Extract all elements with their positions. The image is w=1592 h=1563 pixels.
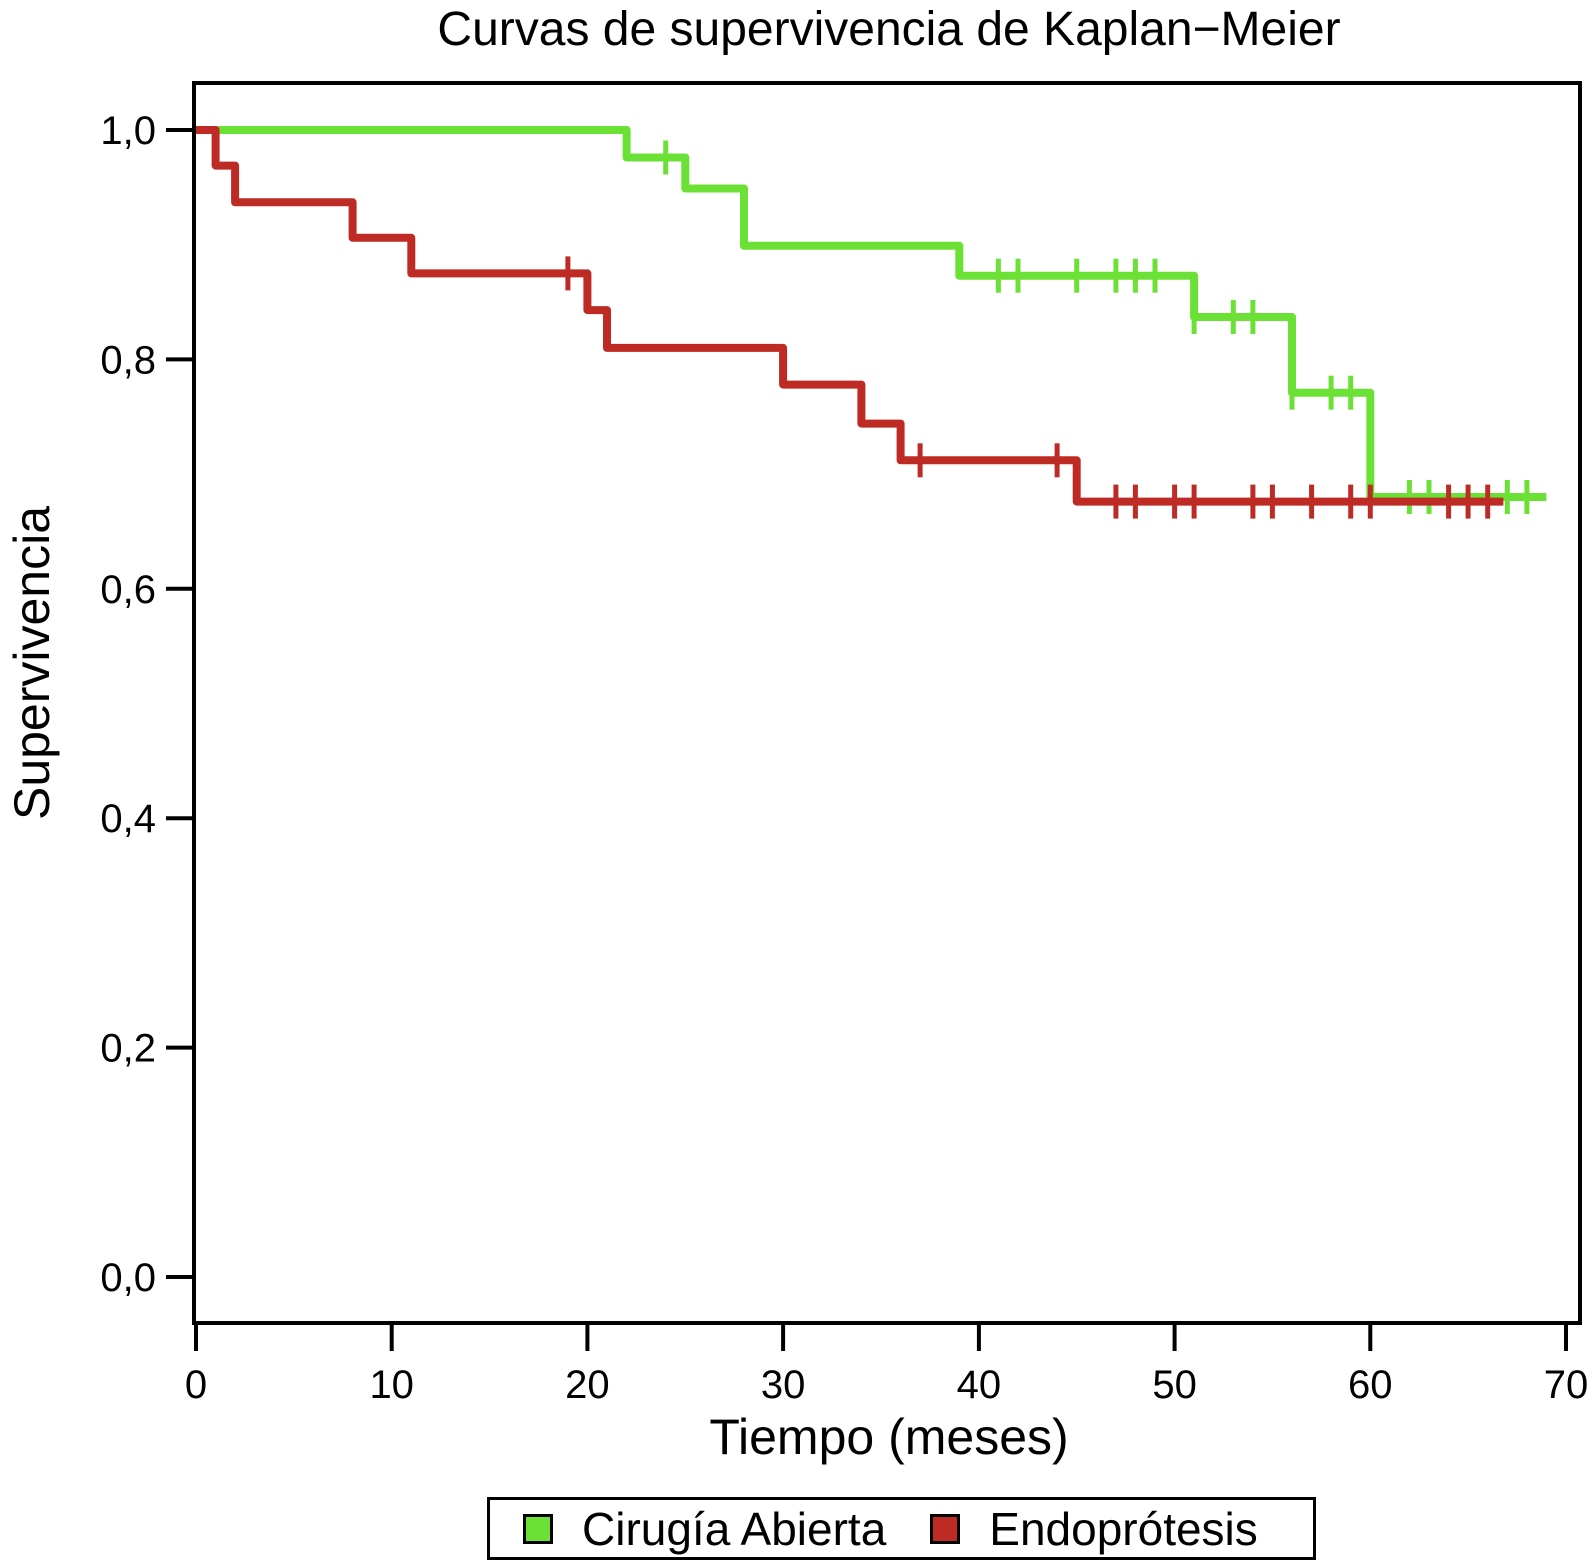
- x-tick-label: 10: [369, 1363, 414, 1407]
- x-tick-label: 30: [761, 1363, 806, 1407]
- x-axis-title: Tiempo (meses): [709, 1409, 1069, 1465]
- x-tick-label: 70: [1544, 1363, 1589, 1407]
- y-tick-label: 0,8: [100, 338, 156, 382]
- plot-frame: [192, 81, 1582, 1325]
- legend-item-endoprotesis: Endoprótesis: [930, 1502, 1258, 1556]
- legend-swatch-green: [523, 1513, 553, 1544]
- x-tick-label: 60: [1348, 1363, 1393, 1407]
- x-tick-label: 0: [185, 1363, 207, 1407]
- legend-label: Endoprótesis: [989, 1502, 1258, 1555]
- y-tick-label: 1,0: [100, 109, 156, 153]
- legend-label: Cirugía Abierta: [582, 1502, 887, 1555]
- y-tick-label: 0,4: [100, 797, 156, 841]
- series-curve-endoprotesis: [196, 126, 1504, 506]
- legend-swatch-red: [930, 1513, 961, 1544]
- x-tick-label: 50: [1152, 1363, 1197, 1407]
- x-tick-label: 20: [565, 1363, 610, 1407]
- y-tick-label: 0,6: [100, 568, 156, 612]
- y-tick-label: 0,0: [100, 1256, 156, 1300]
- legend-item-cirugia-abierta: Cirugía Abierta: [523, 1502, 886, 1556]
- x-tick-label: 40: [957, 1363, 1002, 1407]
- series-curve-cirugia-abierta: [196, 126, 1547, 501]
- chart-title: Curvas de supervivencia de Kaplan−Meier: [437, 3, 1341, 56]
- legend: Cirugía Abierta Endoprótesis: [487, 1497, 1316, 1560]
- y-tick-label: 0,2: [100, 1027, 156, 1071]
